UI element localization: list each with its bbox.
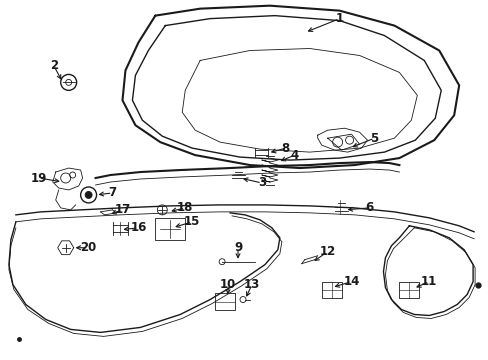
Text: 10: 10 xyxy=(220,278,236,291)
Text: 18: 18 xyxy=(177,201,193,215)
Text: 8: 8 xyxy=(281,141,289,155)
Text: 3: 3 xyxy=(257,176,265,189)
Text: 1: 1 xyxy=(335,12,343,25)
Text: 20: 20 xyxy=(81,241,97,254)
Text: 4: 4 xyxy=(290,149,298,162)
Text: 19: 19 xyxy=(31,171,47,185)
Text: 9: 9 xyxy=(233,241,242,254)
Text: 11: 11 xyxy=(420,275,436,288)
Text: 14: 14 xyxy=(343,275,359,288)
Text: 17: 17 xyxy=(114,203,130,216)
Text: 6: 6 xyxy=(365,201,373,215)
Text: 12: 12 xyxy=(319,245,335,258)
Text: 7: 7 xyxy=(108,186,116,199)
Text: 5: 5 xyxy=(369,132,378,145)
Circle shape xyxy=(85,192,92,198)
Bar xyxy=(155,218,185,240)
Text: 2: 2 xyxy=(50,59,58,72)
Bar xyxy=(215,293,235,310)
Text: 16: 16 xyxy=(130,221,146,234)
Bar xyxy=(399,282,419,298)
Bar xyxy=(321,282,341,298)
Text: 15: 15 xyxy=(183,215,200,228)
Text: 13: 13 xyxy=(244,278,260,291)
